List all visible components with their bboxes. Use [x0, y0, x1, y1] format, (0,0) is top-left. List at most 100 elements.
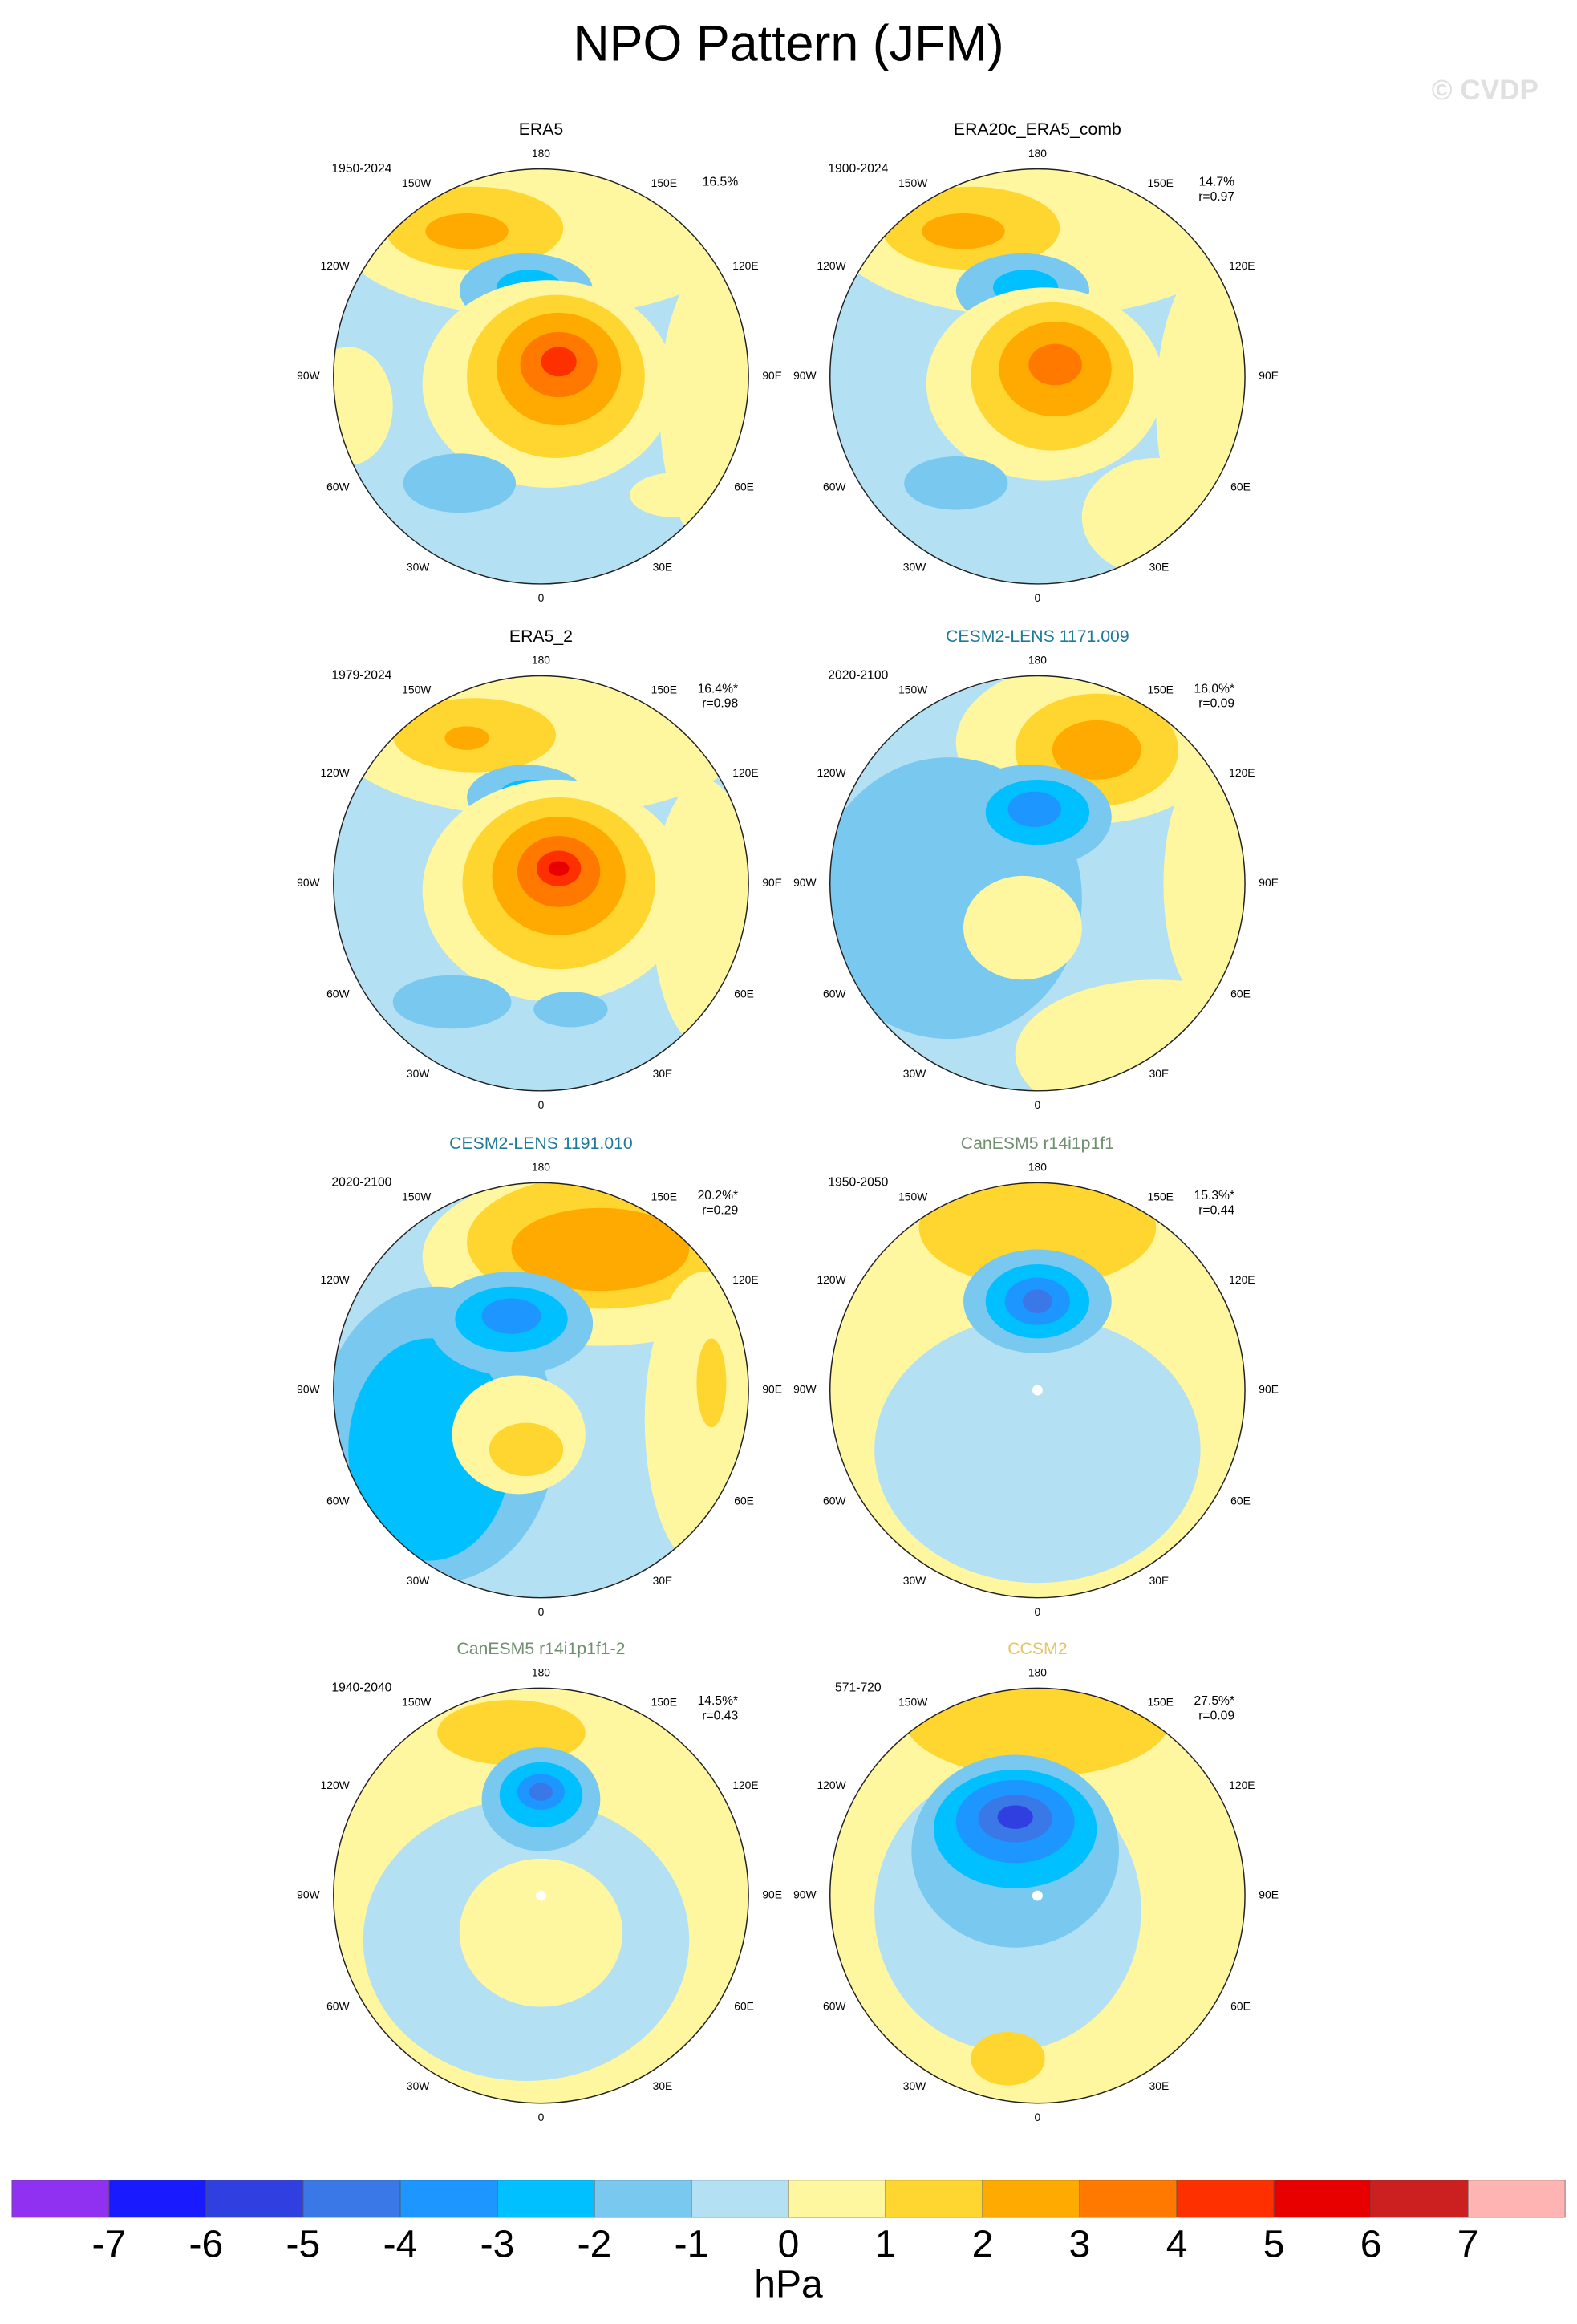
- longitude-label: 180: [532, 1161, 550, 1174]
- longitude-label: 150W: [898, 683, 928, 696]
- colorbar-box: [108, 2180, 207, 2218]
- longitude-label: 90E: [1259, 369, 1279, 382]
- correlation-label: r=0.97: [1198, 190, 1234, 204]
- colorbar-tick-label: -3: [480, 2224, 515, 2266]
- map-panel: CCSM2 571-720 27.5%* r=0.09 180 150W 120W 90W 60…: [793, 1639, 1279, 2123]
- longitude-label: 30W: [903, 1067, 926, 1080]
- anomaly-field: [333, 168, 749, 584]
- longitude-label: 90E: [762, 876, 782, 889]
- colorbar-tick-label: -7: [92, 2224, 127, 2266]
- panel-title: CCSM2: [1007, 1639, 1067, 1658]
- longitude-label: 180: [1028, 1161, 1047, 1174]
- colorbar-box: [1467, 2180, 1566, 2218]
- longitude-label: 0: [538, 1098, 545, 1111]
- longitude-label: 120W: [817, 766, 846, 779]
- longitude-label: 90W: [297, 876, 320, 889]
- correlation-label: r=0.09: [1198, 1710, 1234, 1723]
- map-border: [829, 675, 1246, 1092]
- longitude-label: 30W: [407, 560, 430, 573]
- longitude-label: 120E: [732, 1778, 758, 1791]
- period-label: 1940-2040: [331, 1681, 391, 1695]
- colorbar-box: [11, 2180, 110, 2218]
- longitude-label: 60W: [823, 987, 846, 1000]
- contour-fill: [971, 2032, 1045, 2086]
- colorbar-box: [302, 2180, 401, 2218]
- longitude-label: 30E: [1149, 1574, 1170, 1587]
- contour-fill: [511, 1207, 690, 1292]
- longitude-label: 150W: [898, 176, 928, 189]
- colorbar-tick-label: 3: [1069, 2224, 1091, 2266]
- contour-fill: [922, 213, 1005, 249]
- panel-title: CanESM5 r14i1p1f1: [961, 1134, 1114, 1153]
- longitude-label: 90W: [793, 876, 817, 889]
- longitude-label: 150E: [1148, 1190, 1174, 1203]
- longitude-label: 180: [1028, 654, 1047, 667]
- colorbar-tick-label: -4: [383, 2224, 418, 2266]
- longitude-label: 60E: [1230, 1999, 1251, 2012]
- variance-label: 14.7%: [1199, 175, 1235, 189]
- map-border: [333, 168, 749, 585]
- contour-fill: [459, 1858, 623, 2007]
- longitude-label: 120E: [732, 766, 758, 779]
- colorbar-box: [885, 2180, 983, 2218]
- variance-label: 16.5%: [703, 175, 739, 189]
- longitude-label: 30E: [1149, 1067, 1170, 1080]
- longitude-label: 60W: [326, 1999, 350, 2012]
- longitude-label: 30E: [653, 1067, 673, 1080]
- variance-label: 16.0%*: [1194, 682, 1235, 696]
- colorbar-tick-label: 5: [1263, 2224, 1285, 2266]
- longitude-label: 180: [532, 147, 550, 160]
- map-panel: ERA5 1950-2024 16.5% 180 150W 120W 90W 60W 30W 0 3…: [297, 120, 782, 604]
- contour-fill: [1163, 765, 1246, 1002]
- longitude-label: 90E: [762, 1888, 782, 1901]
- longitude-label: 60E: [1230, 481, 1251, 493]
- anomaly-field: [829, 168, 1246, 584]
- longitude-label: 180: [1028, 147, 1047, 160]
- colorbar-box: [1079, 2180, 1178, 2218]
- colorbar-tick-label: 7: [1457, 2224, 1479, 2266]
- colorbar: -7 -6 -5 -4 -3 -2 -1 0 1 2 3 4 5 6 7 hPa: [11, 2180, 1566, 2306]
- longitude-label: 120W: [817, 259, 846, 272]
- correlation-label: r=0.43: [702, 1710, 738, 1723]
- longitude-label: 120W: [321, 766, 351, 779]
- longitude-label: 150W: [402, 1190, 432, 1203]
- correlation-label: r=0.09: [1198, 697, 1234, 711]
- correlation-label: r=0.44: [1198, 1204, 1234, 1218]
- longitude-label: 90W: [793, 1888, 817, 1901]
- longitude-label: 120E: [1229, 1778, 1255, 1791]
- longitude-label: 90W: [793, 369, 817, 382]
- map-panel: CESM2-LENS 1171.009 2020-2100 16.0%*r=0.09…: [793, 627, 1279, 1111]
- longitude-label: 120W: [817, 1273, 846, 1286]
- colorbar-box: [205, 2180, 304, 2218]
- longitude-label: 90E: [1259, 1383, 1279, 1396]
- pole-marker: [535, 1890, 546, 1901]
- longitude-label: 30W: [407, 1067, 430, 1080]
- map-panel: CanESM5 r14i1p1f1 1950-2050 15.3%*r=0.44 18…: [793, 1134, 1279, 1618]
- longitude-label: 150W: [402, 1696, 432, 1709]
- longitude-label: 30E: [653, 1574, 673, 1587]
- longitude-label: 60W: [326, 1494, 350, 1507]
- watermark: © CVDP: [1432, 75, 1538, 106]
- contour-fill: [1028, 343, 1082, 386]
- longitude-label: 90E: [762, 369, 782, 382]
- longitude-label: 150W: [898, 1696, 928, 1709]
- longitude-label: 60E: [734, 987, 754, 1000]
- longitude-label: 0: [1035, 1605, 1041, 1618]
- contour-fill: [481, 1298, 541, 1334]
- longitude-label: 150E: [651, 683, 677, 696]
- variance-label: 15.3%*: [1194, 1189, 1235, 1203]
- period-label: 1900-2024: [828, 162, 888, 176]
- period-label: 1950-2024: [331, 162, 391, 176]
- longitude-label: 150E: [1148, 683, 1174, 696]
- longitude-label: 30W: [903, 560, 926, 573]
- map-panel: CanESM5 r14i1p1f1-2 1940-2040 14.5%* r=0.43…: [297, 1639, 782, 2123]
- colorbar-tick-label: -5: [286, 2224, 321, 2266]
- longitude-label: 60E: [734, 1999, 754, 2012]
- longitude-label: 150E: [651, 1190, 677, 1203]
- correlation-label: r=0.29: [702, 1204, 738, 1218]
- pole-marker: [1032, 1890, 1043, 1901]
- colorbar-tick-label: 6: [1360, 2224, 1382, 2266]
- variance-label: 27.5%*: [1194, 1694, 1235, 1708]
- contour-fill: [1052, 720, 1141, 780]
